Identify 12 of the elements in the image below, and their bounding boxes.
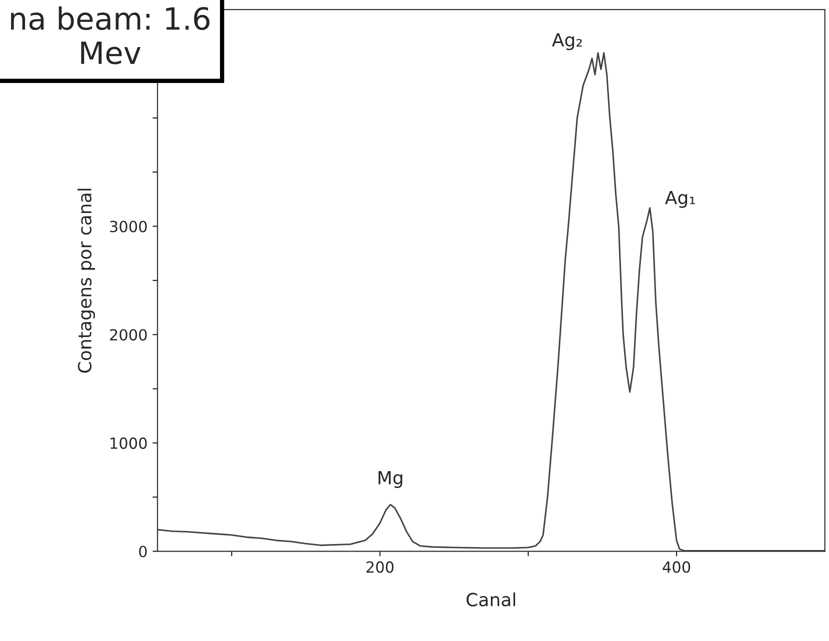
annotation: Ag₂	[552, 33, 582, 50]
annotation: na beam: 1.6 Mev	[11, 6, 210, 64]
y-tick-label: 3000	[110, 220, 147, 232]
y-tick-label: 2000	[110, 329, 147, 341]
x-axis-title: Canal	[466, 592, 516, 606]
annotation: Ag₁	[665, 190, 695, 208]
y-tick-label: 0	[139, 546, 147, 558]
x-tick-label: 200	[366, 561, 394, 573]
y-tick-label: 1000	[110, 437, 147, 449]
x-tick-label: 400	[662, 561, 690, 573]
y-axis-title: Contagens por canal	[78, 188, 96, 373]
annotation: Mg	[378, 471, 402, 488]
